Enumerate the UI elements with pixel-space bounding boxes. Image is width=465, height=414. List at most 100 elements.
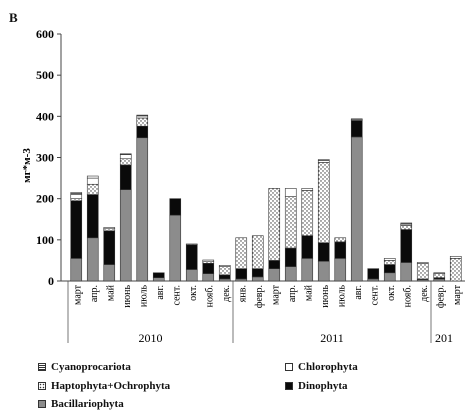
bar-segment-haptophyta-ochrophyta [235,237,248,269]
bar-segment-dinophyta [169,198,182,216]
bar-segment-dinophyta [152,272,165,279]
legend-label-chlorophyta: Chlorophyta [298,361,358,373]
bar-segment-bacillariophyta [350,136,363,282]
bar-segment-dinophyta [235,268,248,280]
bar-segment-haptophyta-ochrophyta [301,190,314,237]
x-tick-label: нояб. [402,285,413,307]
bar-segment-dinophyta [268,260,281,269]
bar-segment-bacillariophyta [185,269,198,282]
bar-segment-chlorophyta [70,194,83,199]
bar-segment-cyanoprocariota [86,175,99,179]
x-tick-label: сент. [171,285,182,305]
y-axis-label: мг*м-3 [21,148,33,183]
bar-segment-haptophyta-ochrophyta [119,158,132,166]
bar-segment-bacillariophyta [317,260,330,282]
x-tick-label: янв. [237,285,248,302]
bar-segment-bacillariophyta [268,268,281,282]
legend-swatch-chlorophyta [285,363,293,371]
bar-segment-bacillariophyta [367,278,380,282]
bar-segment-haptophyta-ochrophyta [317,162,330,244]
bar-segment-bacillariophyta [383,272,396,282]
x-tick-label: апр. [287,285,298,302]
bar-segment-chlorophyta [449,255,462,259]
bar-segment-dinophyta [251,268,264,278]
bar-segment-haptophyta-ochrophyta [268,188,281,261]
bar-segment-haptophyta-ochrophyta [449,258,462,282]
x-tick-label: июнь [122,285,133,308]
bar-segment-bacillariophyta [235,278,248,282]
x-tick-label: июль [336,285,347,308]
y-tick-label: 200 [36,192,54,206]
x-tick-label: авг. [155,285,166,300]
bar-segment-dinophyta [103,230,116,265]
panel-label: В [9,10,18,25]
legend-label-haptophyta-ochrophyta: Haptophyta+Ochrophyta [51,380,171,392]
bar-segment-cyanoprocariota [119,153,132,155]
bar-segment-chlorophyta [103,227,116,230]
bar-segment-dinophyta [202,262,215,274]
bar-segment-bacillariophyta [152,277,165,282]
bar-segment-bacillariophyta [301,258,314,282]
bar-segment-dinophyta [185,244,198,270]
bar-segment-chlorophyta [202,259,215,262]
bar-segment-dinophyta [119,164,132,190]
bar-segment-haptophyta-ochrophyta [284,196,297,249]
bar-segment-dinophyta [70,200,83,259]
bar-segment-dinophyta [218,274,231,280]
bar-segment-bacillariophyta [251,276,264,282]
bar-segment-bacillariophyta [284,266,297,282]
bar-segment-chlorophyta [136,115,149,119]
bar-segment-bacillariophyta [202,273,215,282]
bar-segment-chlorophyta [218,265,231,267]
bar-segment-dinophyta [350,120,363,138]
legend-label-bacillariophyta: Bacillariophyta [51,398,124,410]
bar-segment-bacillariophyta [218,278,231,282]
bar-segment-dinophyta [86,194,99,239]
year-label: 201 [435,331,453,345]
bar-segment-chlorophyta [433,272,446,274]
bar-segment-chlorophyta [119,154,132,160]
y-tick-label: 0 [48,274,54,288]
bar-segment-haptophyta-ochrophyta [202,260,215,264]
bar-segment-bacillariophyta [400,262,413,282]
bar-segment-dinophyta [284,247,297,267]
bar-segment-cyanoprocariota [136,114,149,117]
bar-segment-cyanoprocariota [350,118,363,120]
legend-item-dinophyta: Dinophyta [285,380,348,392]
bar-segment-chlorophyta [383,258,396,261]
x-tick-label: февр. [435,285,446,308]
x-tick-label: дек. [419,285,430,302]
year-label: 2011 [320,331,344,345]
x-tick-label: окт. [188,285,199,301]
bar-segment-haptophyta-ochrophyta [86,183,99,195]
bar-segment-bacillariophyta [433,278,446,282]
bar-segment-haptophyta-ochrophyta [400,225,413,230]
y-tick-label: 600 [36,27,54,41]
bar-segment-dinophyta [400,229,413,263]
bar-segment-bacillariophyta [86,237,99,282]
legend-swatch-dinophyta [285,382,293,390]
x-tick-label: май [105,284,116,301]
bar-segment-bacillariophyta [136,137,149,282]
legend-label-dinophyta: Dinophyta [298,380,348,392]
bar-segment-dinophyta [383,264,396,274]
bar-segment-haptophyta-ochrophyta [103,228,116,232]
x-tick-label: март [72,284,83,305]
bar-segment-dinophyta [301,235,314,259]
x-tick-label: апр. [89,285,100,302]
bar-segment-dinophyta [334,241,347,259]
y-tick-label: 500 [36,68,54,82]
legend-swatch-bacillariophyta [38,400,46,408]
bar-segment-haptophyta-ochrophyta [334,237,347,243]
x-tick-label: авг. [353,285,364,300]
legend-item-haptophyta-ochrophyta: Haptophyta+Ochrophyta [38,380,170,392]
bar-segment-bacillariophyta [119,189,132,282]
bar-segment-chlorophyta [317,160,330,163]
bar-segment-bacillariophyta [103,264,116,282]
x-tick-label: май [303,284,314,301]
bar-segment-haptophyta-ochrophyta [218,266,231,276]
bar-segment-bacillariophyta [334,258,347,282]
y-tick-label: 100 [36,233,54,247]
